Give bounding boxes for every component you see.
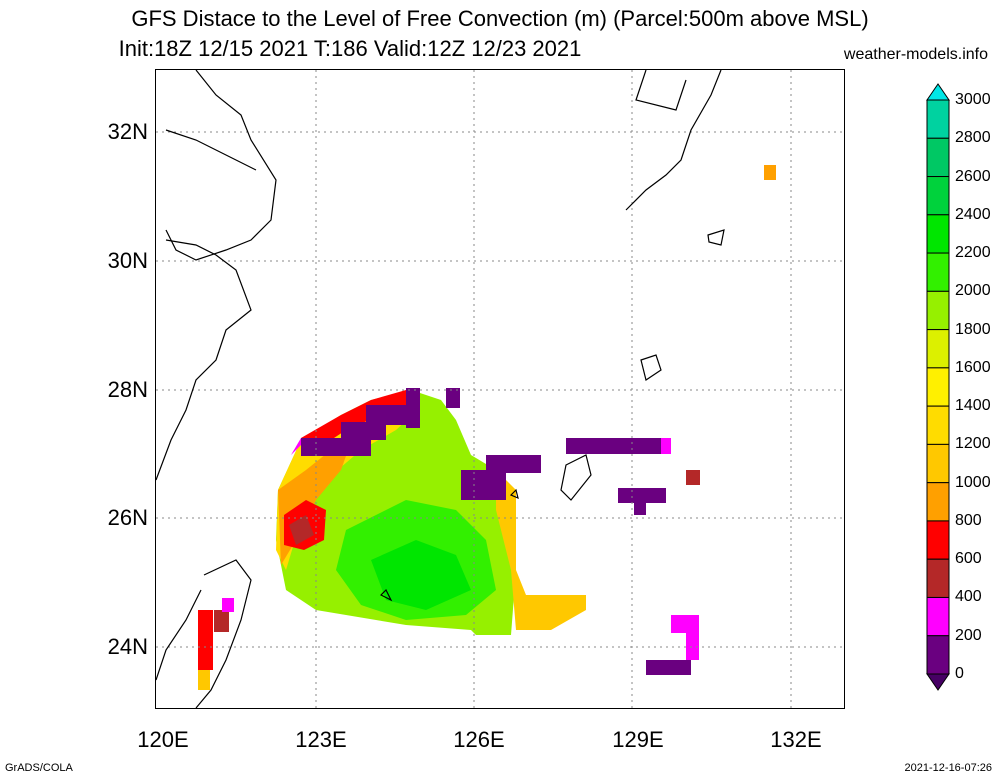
- map-canvas: [155, 69, 844, 709]
- colorbar-segment: [926, 558, 950, 598]
- colorbar-segment: [926, 252, 950, 292]
- colorbar-label: 1000: [955, 473, 991, 491]
- colorbar-segment: [926, 99, 950, 139]
- colorbar-label: 2200: [955, 244, 991, 262]
- y-tick-label: 24N: [107, 634, 148, 659]
- colorbar-segment: [926, 596, 950, 637]
- colorbar-label: 800: [955, 511, 982, 529]
- colorbar-segment: [926, 329, 950, 369]
- grid-lines: [156, 70, 844, 708]
- colorbar-label: 600: [955, 550, 982, 568]
- colorbar-arrow-top: [926, 83, 950, 101]
- colorbar-label: 2400: [955, 205, 991, 223]
- x-tick-label: 120E: [137, 727, 189, 752]
- x-tick-label: 123E: [295, 727, 347, 752]
- colorbar-arrow-bottom: [926, 673, 950, 691]
- colorbar-segment: [926, 137, 950, 178]
- x-tick-label: 132E: [770, 727, 822, 752]
- y-tick-label: 26N: [107, 505, 148, 530]
- colorbar-label: 0: [955, 665, 964, 682]
- colorbar-segment: [926, 520, 950, 560]
- colorbar-label: 1200: [955, 435, 991, 453]
- x-tick-label: 126E: [453, 727, 505, 752]
- colorbar-label: 2000: [955, 282, 991, 300]
- colorbar-label: 3000: [955, 91, 991, 108]
- colorbar-segment: [926, 176, 950, 216]
- colorbar-label: 400: [955, 588, 982, 606]
- y-tick-label: 32N: [107, 119, 148, 144]
- footer-credit: GrADS/COLA: [5, 762, 73, 774]
- colorbar-label: 1600: [955, 358, 991, 376]
- map-panel: [155, 69, 845, 709]
- colorbar-segment: [926, 367, 950, 407]
- colorbar-label: 1800: [955, 320, 991, 338]
- site-label: weather-models.info: [843, 46, 988, 63]
- colorbar-label: 200: [955, 626, 982, 644]
- coastlines: [155, 69, 725, 709]
- x-tick-label: 129E: [612, 727, 664, 752]
- map-subtitle: Init:18Z 12/15 2021 T:186 Valid:12Z 12/2…: [118, 36, 582, 61]
- colorbar-label: 2800: [955, 129, 991, 147]
- colorbar-segment: [926, 290, 950, 331]
- colorbar-segment: [926, 214, 950, 254]
- colorbar-segment: [926, 405, 950, 445]
- y-tick-label: 30N: [107, 248, 148, 273]
- colorbar-segment: [926, 443, 950, 484]
- colorbar-segment: [926, 635, 950, 675]
- colorbar-label: 2600: [955, 167, 991, 185]
- y-tick-label: 28N: [107, 377, 148, 402]
- footer-timestamp: 2021-12-16-07:26: [904, 762, 992, 774]
- lfc-field: [198, 165, 776, 690]
- colorbar-label: 1400: [955, 397, 991, 415]
- map-title: GFS Distace to the Level of Free Convect…: [131, 6, 869, 31]
- colorbar-segment: [926, 482, 950, 522]
- colorbar: [926, 83, 950, 691]
